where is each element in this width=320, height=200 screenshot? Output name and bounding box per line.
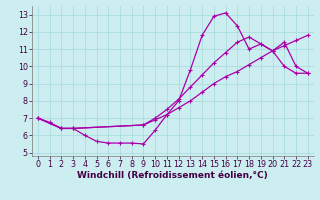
X-axis label: Windchill (Refroidissement éolien,°C): Windchill (Refroidissement éolien,°C): [77, 171, 268, 180]
